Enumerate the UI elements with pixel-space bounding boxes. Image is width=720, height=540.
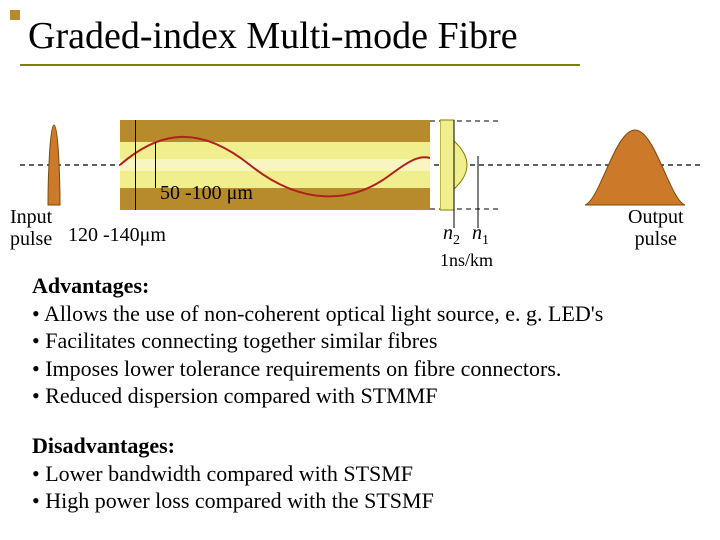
input-pulse-label-1: Input xyxy=(10,206,52,228)
list-item: • High power loss compared with the STSM… xyxy=(32,487,702,515)
advantages-heading: Advantages: xyxy=(32,272,702,300)
n1-label: n1 xyxy=(472,222,489,249)
disadvantages-block: Disadvantages: • Lower bandwidth compare… xyxy=(32,432,702,515)
list-item: • Imposes lower tolerance requirements o… xyxy=(32,355,702,383)
title-underline xyxy=(20,64,580,66)
disadvantages-heading: Disadvantages: xyxy=(32,432,702,460)
list-item: • Allows the use of non-coherent optical… xyxy=(32,300,702,328)
fibre-diagram: 50 -100 μm Input pulse 120 -140μm Output… xyxy=(20,120,700,250)
output-pulse xyxy=(580,120,690,210)
list-item: • Lower bandwidth compared with STSMF xyxy=(32,460,702,488)
output-pulse-label-2: pulse xyxy=(635,228,677,250)
core-diameter-label: 50 -100 μm xyxy=(160,182,253,205)
n2-label: n2 xyxy=(443,222,460,249)
accent-square xyxy=(10,10,20,20)
input-pulse xyxy=(30,120,78,210)
input-pulse-label: Input pulse xyxy=(10,206,52,250)
list-item: • Facilitates connecting together simila… xyxy=(32,327,702,355)
dim-line-core xyxy=(155,142,156,188)
advantages-list: • Allows the use of non-coherent optical… xyxy=(32,300,702,410)
disadvantages-list: • Lower bandwidth compared with STSMF• H… xyxy=(32,460,702,515)
index-profile xyxy=(440,118,495,232)
output-pulse-label-1: Output xyxy=(628,206,684,228)
advantages-block: Advantages: • Allows the use of non-cohe… xyxy=(32,272,702,410)
input-pulse-label-2: pulse xyxy=(10,228,52,250)
list-item: • Reduced dispersion compared with STMMF xyxy=(32,382,702,410)
dim-line-cladding xyxy=(135,120,136,210)
cladding-diameter-label: 120 -140μm xyxy=(68,224,166,247)
output-pulse-label: Output pulse xyxy=(628,206,684,250)
dispersion-rate-label: 1ns/km xyxy=(440,250,493,271)
page-title: Graded-index Multi-mode Fibre xyxy=(28,14,518,58)
